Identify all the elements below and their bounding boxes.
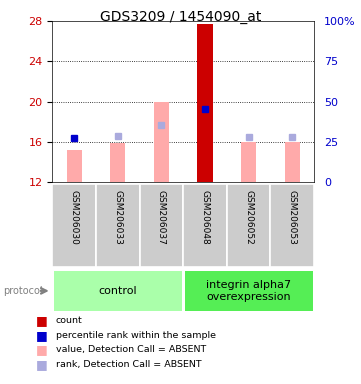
Bar <box>270 184 314 267</box>
Bar <box>110 143 125 182</box>
Text: count: count <box>56 316 83 325</box>
Text: ■: ■ <box>36 329 48 342</box>
Text: control: control <box>99 286 137 296</box>
Text: value, Detection Call = ABSENT: value, Detection Call = ABSENT <box>56 345 206 354</box>
Bar <box>66 150 82 182</box>
Bar <box>184 271 313 311</box>
Text: GSM206053: GSM206053 <box>288 190 297 245</box>
Bar <box>241 142 256 182</box>
Text: GSM206030: GSM206030 <box>70 190 79 245</box>
Text: percentile rank within the sample: percentile rank within the sample <box>56 331 216 340</box>
Bar <box>154 102 169 182</box>
Bar <box>52 184 96 267</box>
Text: integrin alpha7
overexpression: integrin alpha7 overexpression <box>206 280 291 302</box>
Text: GSM206052: GSM206052 <box>244 190 253 245</box>
Text: GDS3209 / 1454090_at: GDS3209 / 1454090_at <box>100 10 261 23</box>
Text: GSM206033: GSM206033 <box>113 190 122 245</box>
Text: ■: ■ <box>36 314 48 327</box>
Bar <box>227 184 270 267</box>
Text: rank, Detection Call = ABSENT: rank, Detection Call = ABSENT <box>56 360 201 369</box>
Text: GSM206048: GSM206048 <box>200 190 209 245</box>
Bar <box>197 24 213 182</box>
Bar <box>183 184 227 267</box>
Bar <box>54 271 182 311</box>
Text: protocol: protocol <box>4 286 43 296</box>
Text: ■: ■ <box>36 358 48 371</box>
Text: GSM206037: GSM206037 <box>157 190 166 245</box>
Text: ■: ■ <box>36 343 48 356</box>
Bar <box>96 184 140 267</box>
Bar <box>140 184 183 267</box>
Bar <box>284 142 300 182</box>
